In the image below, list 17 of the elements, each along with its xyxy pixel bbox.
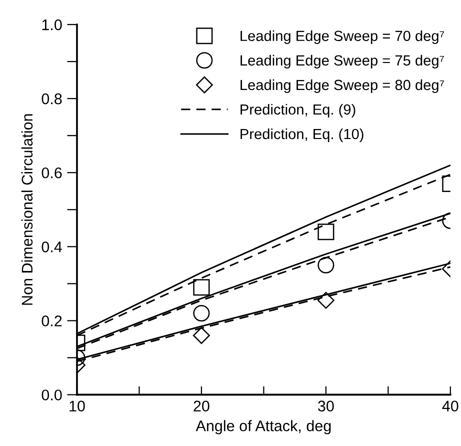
legend-label: Leading Edge Sweep = 70 deg⁷ xyxy=(240,30,444,44)
y-tick-label: 0.2 xyxy=(42,316,62,326)
y-axis-title: Non Dimensional Circulation xyxy=(21,114,33,305)
legend-label: Leading Edge Sweep = 75 deg⁷ xyxy=(240,54,444,68)
x-axis-title: Angle of Attack, deg xyxy=(196,420,331,434)
legend-label: Prediction, Eq. (10) xyxy=(240,128,364,142)
y-tick-label: 0.8 xyxy=(42,93,62,104)
y-tick-label: 0.0 xyxy=(42,390,62,400)
x-tick-label: 40 xyxy=(442,400,458,412)
legend-label: Prediction, Eq. (9) xyxy=(240,104,356,118)
y-tick-label: 1.0 xyxy=(42,19,62,30)
x-tick-label: 30 xyxy=(318,400,334,412)
y-tick-label: 0.4 xyxy=(42,242,62,252)
x-tick-label: 10 xyxy=(70,400,85,412)
y-tick-label: 0.6 xyxy=(42,167,62,178)
x-tick-label: 20 xyxy=(194,400,210,412)
legend-label: Leading Edge Sweep = 80 deg⁷ xyxy=(240,79,444,94)
